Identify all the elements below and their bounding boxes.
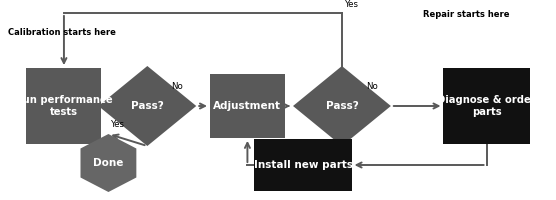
Text: No: No [171,82,183,91]
Polygon shape [293,66,391,146]
FancyBboxPatch shape [444,68,530,144]
Text: Repair starts here: Repair starts here [423,10,509,19]
Text: Run performance
tests: Run performance tests [15,95,113,117]
Text: Pass?: Pass? [131,101,163,111]
Polygon shape [98,66,196,146]
Text: Adjustment: Adjustment [214,101,281,111]
Text: Yes: Yes [345,0,359,9]
Text: Install new parts: Install new parts [254,160,353,170]
FancyBboxPatch shape [210,74,285,138]
Text: Done: Done [93,158,123,168]
Text: No: No [366,82,378,91]
FancyBboxPatch shape [27,68,101,144]
FancyBboxPatch shape [255,139,352,191]
Polygon shape [81,134,136,192]
Text: Pass?: Pass? [326,101,358,111]
Text: Yes: Yes [111,120,125,129]
Text: Calibration starts here: Calibration starts here [8,28,116,37]
Text: Diagnose & order
parts: Diagnose & order parts [437,95,536,117]
